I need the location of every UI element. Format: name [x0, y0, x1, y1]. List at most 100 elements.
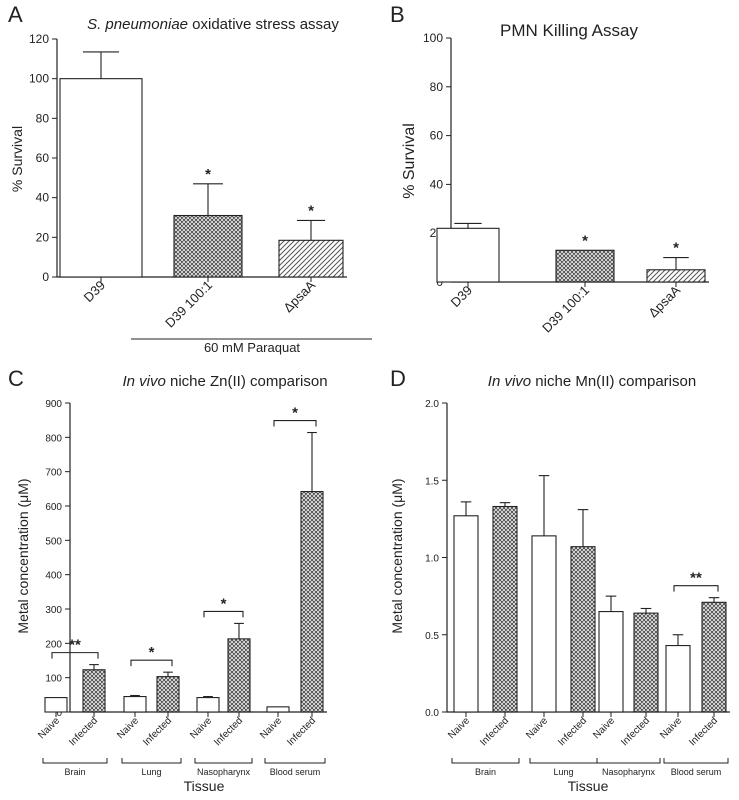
panel-c-significance-bracket [273, 419, 317, 427]
panel-b-bar [555, 249, 615, 283]
panel-d-significance-bracket [673, 585, 719, 592]
panel-c-bar [156, 676, 180, 713]
panel-c-ytick-label: 900 [45, 399, 62, 410]
panel-a-group-label: 60 mM Paraquat [204, 340, 300, 355]
panel-a-ytick-label: 80 [36, 111, 50, 125]
panel-a-ytick-label: 120 [29, 32, 49, 46]
panel-d-group-bracket [663, 758, 729, 764]
panel-b-title: PMN Killing Assay [500, 21, 638, 40]
panel-d-xtick-label: Infected [556, 715, 589, 748]
panel-a-significance: * [205, 166, 211, 183]
panel-c-xtick-label: Naive [258, 715, 284, 741]
panel-c-group-label: Blood serum [270, 767, 321, 777]
panel-d-ytick-label: 0.0 [425, 708, 439, 719]
panel-d-group-bracket [451, 758, 520, 764]
panel-d-xtick-label: Infected [687, 715, 720, 748]
panel-d-bar [665, 645, 691, 713]
panel-c-xtick-label: Infected [285, 715, 318, 748]
panel-c-significance-bracket [130, 659, 173, 667]
panel-d-group-label: Blood serum [671, 767, 722, 777]
panel-a-xtick-label: D39 100:1 [162, 278, 215, 331]
panel-d-bar [492, 505, 518, 713]
panel-c-bar [227, 638, 251, 713]
panel-a-ytick-label: 0 [42, 270, 49, 284]
panel-b-xtick-label: D39 100:1 [539, 283, 592, 336]
panel-d-bar [453, 515, 479, 713]
panel-d-ytick-label: 0.5 [425, 631, 439, 642]
panel-d-bar [598, 611, 624, 713]
panel-c-xtick-label: Infected [212, 715, 245, 748]
panel-letter-a: A [8, 2, 23, 27]
panel-c-ytick-label: 600 [45, 502, 62, 513]
panel-c-ylabel: Metal concentration (μM) [15, 478, 31, 633]
panel-b-xtick-label: ΔpsaA [645, 282, 683, 320]
panel-d-bar [570, 546, 596, 713]
panel-b-bar [646, 269, 706, 283]
panel-d-xlabel: Tissue [568, 778, 609, 794]
panel-c-group-bracket [194, 758, 253, 764]
panel-c-ytick-label: 300 [45, 605, 62, 616]
panel-d-bar [701, 601, 727, 713]
panel-c-xtick-label: Infected [141, 715, 174, 748]
panel-d-group-label: Nasopharynx [602, 767, 656, 777]
panel-a-ytick-label: 20 [36, 230, 50, 244]
panel-d-group-bracket [596, 758, 661, 764]
panel-c-significance: * [221, 595, 227, 612]
panel-c-xtick-label: Infected [67, 715, 100, 748]
panel-d-group-label: Lung [553, 767, 573, 777]
panel-c-title: In vivo niche Zn(II) comparison [122, 373, 327, 390]
panel-c-bar [266, 706, 290, 713]
panel-d-bar [633, 612, 659, 713]
panel-c-group-bracket [121, 758, 182, 764]
panel-letter-d: D [390, 366, 406, 391]
panel-c-xtick-label: Naive [188, 715, 214, 741]
panel-letter-b: B [390, 2, 405, 27]
panel-c-ytick-label: 500 [45, 536, 62, 547]
panel-c-bar [82, 669, 106, 713]
panel-d-ytick-label: 2.0 [425, 399, 439, 410]
panel-c-bar [123, 695, 147, 713]
panel-d-xtick-label: Naive [658, 715, 684, 741]
panel-d-group-label: Brain [475, 767, 496, 777]
panel-d-xtick-label: Naive [524, 715, 550, 741]
panel-letter-c: C [8, 366, 24, 391]
panel-b-ytick-label: 80 [430, 80, 444, 94]
panel-c-group-bracket [264, 758, 326, 764]
panel-d-ytick-label: 1.0 [425, 554, 439, 565]
panel-a-ytick-label: 40 [36, 191, 50, 205]
panel-d-significance: ** [690, 570, 702, 587]
panel-a-bar [59, 78, 143, 278]
panel-c-bar [300, 491, 324, 713]
panel-c-bar [196, 697, 220, 713]
panel-c-significance-bracket [203, 610, 244, 618]
panel-c-group-label: Nasopharynx [197, 767, 251, 777]
panel-a-xtick-label: D39 [81, 278, 108, 305]
panel-a-bar [173, 214, 243, 278]
panel-a-ytick-label: 60 [36, 151, 50, 165]
panel-d-xtick-label: Naive [591, 715, 617, 741]
panel-b-bar [436, 227, 500, 283]
panel-c-xtick-label: Naive [115, 715, 141, 741]
panel-c-significance: * [292, 405, 298, 422]
panel-d-xtick-label: Naive [446, 715, 472, 741]
panel-b-significance: * [582, 232, 588, 249]
panel-d-group-bracket [529, 758, 598, 764]
panel-a-xtick-label: ΔpsaA [280, 277, 318, 315]
panel-c-group-bracket [42, 758, 108, 764]
panel-c-bar [44, 697, 68, 713]
panel-b-xtick-label: D39 [448, 283, 475, 310]
panel-c-ytick-label: 700 [45, 468, 62, 479]
panel-c-ytick-label: 100 [45, 674, 62, 685]
panel-b-ytick-label: 60 [430, 129, 444, 143]
panel-a-bar [278, 239, 344, 278]
panel-c-group-label: Brain [64, 767, 85, 777]
panel-c-significance: * [149, 644, 155, 661]
panel-d-bar [531, 535, 557, 713]
panel-a-significance: * [308, 202, 314, 219]
panel-b-significance: * [673, 240, 679, 257]
panel-c-ytick-label: 0 [56, 708, 62, 719]
panel-a-title: S. pneumoniae oxidative stress assay [87, 16, 339, 33]
panel-b-ylabel: % Survival [401, 123, 418, 199]
